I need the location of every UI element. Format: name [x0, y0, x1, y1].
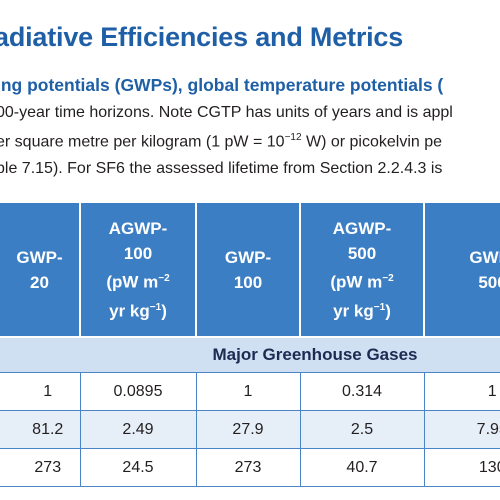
- caption-exponent: −12: [284, 132, 302, 143]
- table-cell: 1: [0, 372, 80, 411]
- table-cell: 81.2: [0, 410, 80, 449]
- table-cell: 0.314: [299, 372, 424, 411]
- table-row: 1 0.0895 1 0.314 1: [0, 372, 500, 411]
- column-header-agwp-100: AGWP- 100 (pW m−2 yr kg−1): [79, 203, 196, 337]
- table-cell: 24.5: [79, 448, 196, 487]
- section-row: Major Greenhouse Gases: [0, 336, 500, 373]
- column-header-gwp-500: GWP- 500: [423, 203, 500, 337]
- table-cell: 273: [195, 448, 300, 487]
- metrics-table-wrapper: GWP- 20 AGWP- 100 (pW m−2 yr kg−1) GWP- …: [0, 203, 500, 487]
- table-cell: 0.0895: [79, 372, 196, 411]
- column-header-gwp-100: GWP- 100: [195, 203, 300, 337]
- caption-line: 00-year time horizons. Note CGTP has uni…: [0, 104, 453, 121]
- table-cell: 1: [423, 372, 500, 411]
- table-cell: 27.9: [195, 410, 300, 449]
- table-cell: 273: [0, 448, 80, 487]
- table-cell: 130: [423, 448, 500, 487]
- section-heading: adiative Efficiencies and Metrics: [0, 22, 404, 52]
- table-cell: 2.49: [79, 410, 196, 449]
- table-row: 81.2 2.49 27.9 2.5 7.95: [0, 410, 500, 449]
- caption-line: er square metre per kilogram (1 pW = 10−…: [0, 132, 442, 151]
- caption-line: ble 7.15). For SF6 the assessed lifetime…: [0, 160, 443, 177]
- table-cell: 1: [195, 372, 300, 411]
- table-row: 273 24.5 273 40.7 130: [0, 448, 500, 487]
- table-cell: 7.95: [423, 410, 500, 449]
- table-caption-lead: ing potentials (GWPs), global temperatur…: [0, 75, 444, 95]
- section-label: Major Greenhouse Gases: [0, 336, 500, 373]
- caption-line-tail: W) or picokelvin pe: [301, 133, 443, 151]
- metrics-table: GWP- 20 AGWP- 100 (pW m−2 yr kg−1) GWP- …: [0, 203, 500, 487]
- column-header-agwp-500: AGWP- 500 (pW m−2 yr kg−1): [299, 203, 424, 337]
- caption-line-text: er square metre per kilogram (1 pW = 10: [0, 133, 285, 151]
- table-cell: 40.7: [299, 448, 424, 487]
- column-header-gwp-20: GWP- 20: [0, 203, 80, 337]
- table-cell: 2.5: [299, 410, 424, 449]
- table-header-row: GWP- 20 AGWP- 100 (pW m−2 yr kg−1) GWP- …: [0, 203, 500, 337]
